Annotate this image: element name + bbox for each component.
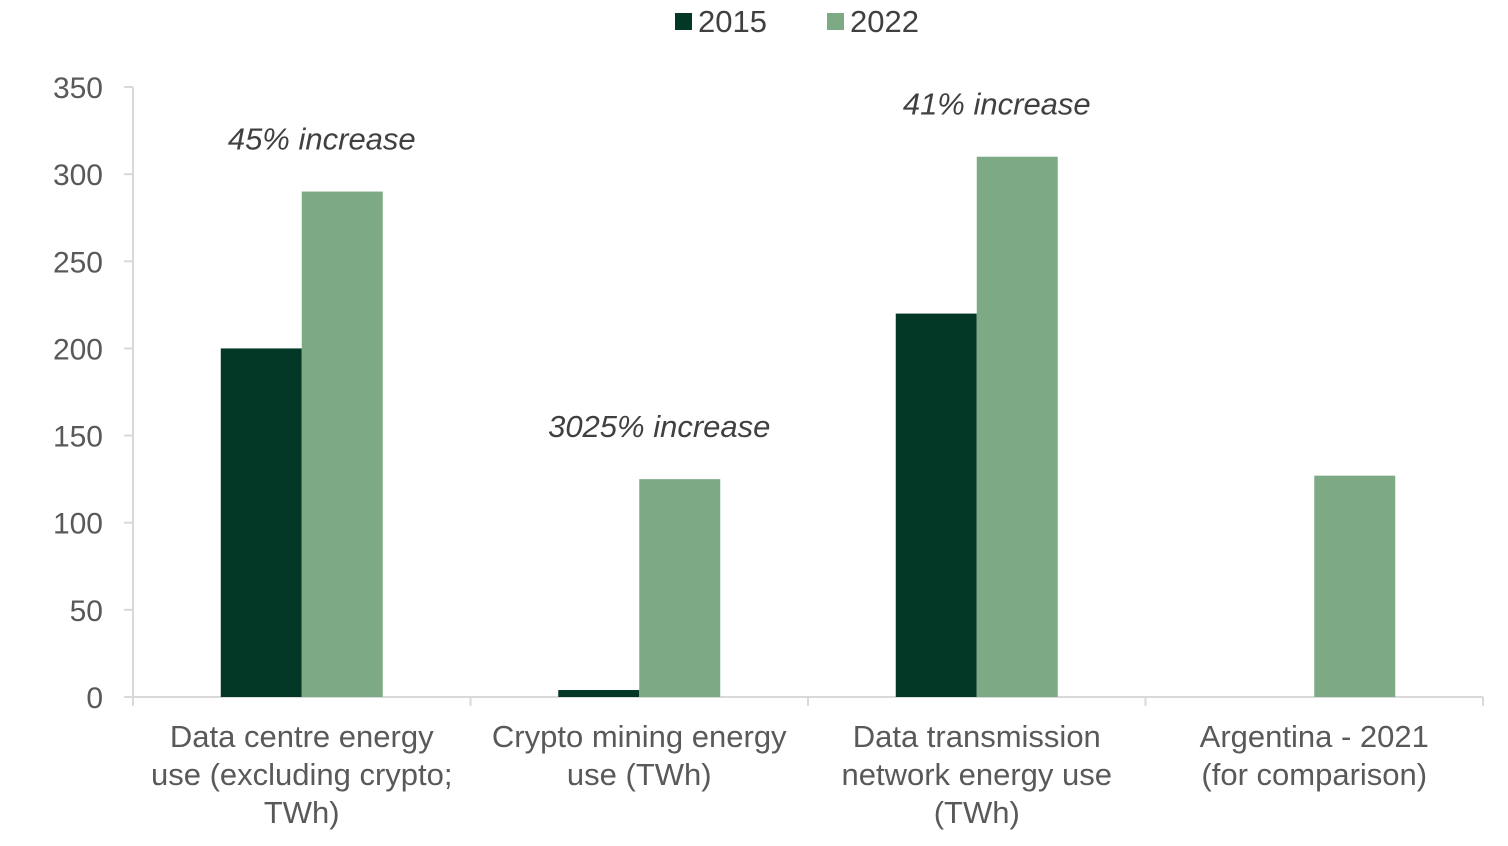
y-tick-label: 0 [86, 682, 103, 715]
annotations: 45% increase 3025% increase 41% increase [228, 87, 1091, 444]
legend-label: 2022 [850, 4, 919, 39]
x-category-label: Argentina - 2021 (for comparison) [1200, 719, 1429, 792]
y-tick-label: 250 [53, 246, 103, 279]
y-tick-label: 100 [53, 508, 103, 541]
bar-2022 [976, 156, 1058, 697]
bar-2022 [301, 191, 383, 698]
annotation-label: 45% increase [228, 122, 416, 157]
legend-swatch [827, 13, 844, 30]
bar-2015 [895, 313, 977, 697]
y-axis: 0 50 100 150 200 250 300 350 [53, 72, 134, 715]
annotation-label: 3025% increase [548, 409, 770, 444]
x-category-label: Data centre energy use (excluding crypto;… [151, 719, 453, 830]
legend-label: 2015 [698, 4, 767, 39]
bar-2015 [558, 690, 640, 697]
bars [220, 156, 1396, 698]
chart-legend: 2015 2022 [675, 4, 919, 39]
x-category-label: Data transmission network energy use (TWh) [841, 719, 1112, 830]
y-tick-label: 50 [70, 595, 103, 628]
bar-2022 [639, 479, 721, 697]
x-axis: Data centre energy use (excluding crypto;… [132, 696, 1484, 830]
y-tick-label: 200 [53, 333, 103, 366]
x-category-label: Crypto mining energy use (TWh) [492, 719, 787, 792]
legend-swatch [675, 13, 692, 30]
annotation-label: 41% increase [903, 87, 1091, 122]
bar-2022 [1314, 475, 1396, 697]
y-tick-label: 300 [53, 159, 103, 192]
y-tick-label: 150 [53, 421, 103, 454]
y-tick-label: 350 [53, 72, 103, 105]
bar-2015 [220, 348, 302, 697]
